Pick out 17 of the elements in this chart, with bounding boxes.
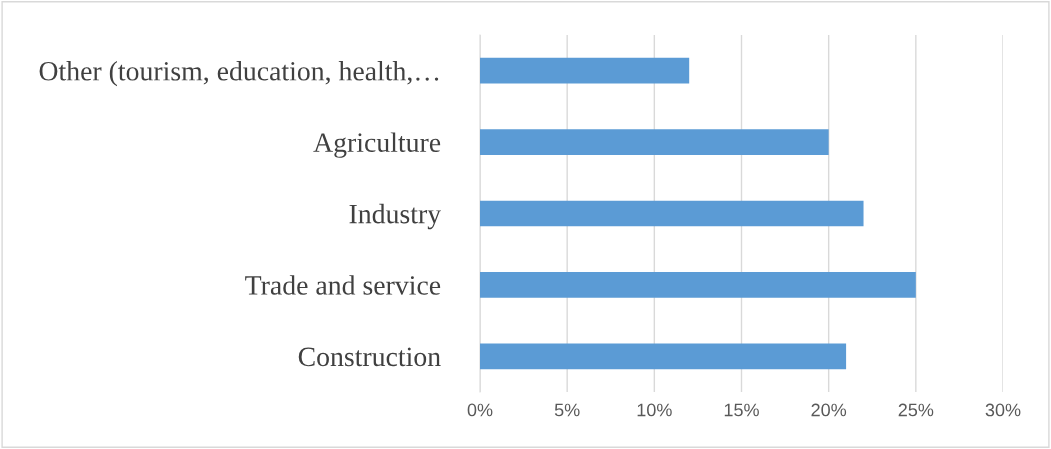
x-tick-label: 25%: [898, 403, 934, 417]
y-tick-label: Agriculture: [313, 132, 441, 158]
bar: [480, 57, 690, 84]
bar: [480, 129, 829, 155]
y-tick-label: Other (tourism, education, health,…: [39, 61, 439, 87]
x-tick-label: 5%: [554, 403, 580, 417]
x-tick-label: 20%: [811, 403, 847, 417]
bar: [480, 200, 864, 227]
x-tick-label: 30%: [985, 403, 1021, 417]
x-tick-label: 15%: [724, 403, 759, 417]
y-tick-label: Construction: [298, 347, 441, 367]
bar: [480, 343, 847, 370]
y-tick-label: Industry: [349, 203, 441, 230]
bar: [480, 272, 916, 298]
x-tick-label: 10%: [637, 403, 672, 417]
x-tick-label: 0%: [467, 403, 493, 417]
y-tick-label: Trade and service: [245, 275, 441, 295]
